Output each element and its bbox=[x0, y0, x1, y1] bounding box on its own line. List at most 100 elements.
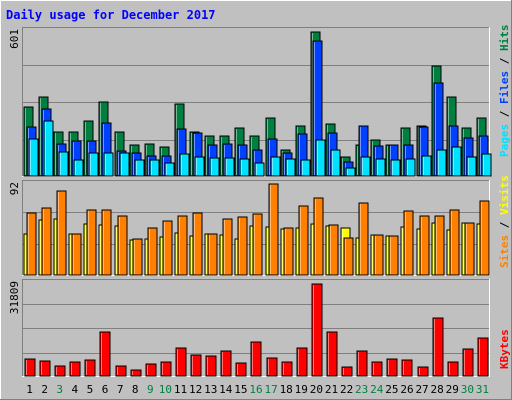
x-tick-label: 19 bbox=[295, 383, 308, 396]
x-tick-label: 2 bbox=[41, 383, 48, 396]
pages-bar bbox=[224, 157, 235, 177]
pages-bar bbox=[103, 152, 114, 177]
pages-bar bbox=[164, 162, 175, 177]
pages-bar bbox=[194, 156, 205, 177]
pages-bar bbox=[239, 158, 250, 177]
x-tick-label: 21 bbox=[325, 383, 338, 396]
pages-bar bbox=[481, 153, 492, 177]
sites-bar bbox=[177, 215, 188, 276]
sites-bar bbox=[373, 234, 384, 276]
kbytes-bar bbox=[432, 317, 444, 377]
legend-separator: / bbox=[498, 215, 511, 235]
x-tick-label: 18 bbox=[280, 383, 293, 396]
x-tick-label: 12 bbox=[189, 383, 202, 396]
pages-bar bbox=[466, 156, 477, 177]
sites-bar bbox=[343, 237, 354, 276]
kbytes-bar bbox=[130, 369, 142, 377]
sites-bar bbox=[192, 212, 203, 276]
sites-bar bbox=[56, 190, 67, 276]
x-tick-label: 5 bbox=[87, 383, 94, 396]
pages-bar bbox=[436, 149, 447, 177]
x-tick-label: 29 bbox=[446, 383, 459, 396]
kbytes-bar bbox=[54, 365, 66, 377]
x-tick-label: 15 bbox=[234, 383, 247, 396]
kbytes-bar bbox=[99, 331, 111, 377]
x-tick-label: 31 bbox=[476, 383, 489, 396]
kbytes-bar bbox=[266, 357, 278, 377]
sites-bar bbox=[101, 209, 112, 276]
sites-bar bbox=[268, 183, 279, 276]
x-tick-label: 10 bbox=[159, 383, 172, 396]
kbytes-bar bbox=[401, 359, 413, 377]
legend-kbytes: KBytes bbox=[498, 329, 511, 369]
pages-bar bbox=[254, 162, 265, 177]
kbytes-bar bbox=[220, 350, 232, 377]
pages-bar bbox=[330, 149, 341, 177]
legend-visits-sites: Sites / Visits bbox=[498, 175, 511, 268]
sites-bar bbox=[403, 210, 414, 276]
pages-bar bbox=[375, 158, 386, 177]
pages-bar bbox=[73, 159, 84, 177]
legend-separator: / bbox=[498, 51, 511, 71]
sites-bar bbox=[117, 215, 128, 276]
x-tick-label: 3 bbox=[56, 383, 63, 396]
sites-bar bbox=[237, 216, 248, 276]
pages-bar bbox=[345, 167, 356, 177]
kbytes-bar bbox=[477, 337, 489, 377]
x-tick-label: 24 bbox=[370, 383, 384, 396]
pages-bar bbox=[119, 152, 130, 177]
kbytes-bar bbox=[447, 361, 459, 377]
kbytes-bar bbox=[145, 363, 157, 377]
sites-bar bbox=[358, 202, 369, 276]
sites-bar bbox=[434, 215, 445, 276]
legend-hits-files-pages: Pages / Files / Hits bbox=[498, 25, 511, 158]
sites-bar bbox=[479, 200, 490, 276]
pages-bar bbox=[28, 138, 39, 177]
sites-bar bbox=[298, 205, 309, 276]
x-tick-label: 28 bbox=[431, 383, 444, 396]
x-tick-label: 14 bbox=[219, 383, 233, 396]
pages-bar bbox=[390, 159, 401, 177]
pages-bar bbox=[270, 156, 281, 177]
kbytes-bar bbox=[69, 361, 81, 377]
pages-bar bbox=[285, 158, 296, 177]
kbytes-bar bbox=[296, 347, 308, 377]
legend-pages: Pages bbox=[498, 124, 511, 157]
sites-bar bbox=[26, 212, 37, 276]
sites-bar bbox=[162, 220, 173, 276]
kbytes-bar bbox=[235, 362, 247, 377]
kbytes-bar bbox=[190, 354, 202, 377]
sites-bar bbox=[464, 222, 475, 276]
hits-max-label: 601 bbox=[8, 29, 21, 49]
kbytes-bar bbox=[371, 361, 383, 377]
pages-bar bbox=[43, 120, 54, 177]
x-tick-label: 9 bbox=[147, 383, 154, 396]
legend-hits: Hits bbox=[498, 25, 511, 52]
legend-visits: Visits bbox=[498, 175, 511, 215]
pages-bar bbox=[300, 159, 311, 177]
kbytes-bar bbox=[39, 360, 51, 377]
kbytes-bar bbox=[205, 355, 217, 377]
sites-bar bbox=[132, 238, 143, 276]
x-tick-label: 11 bbox=[174, 383, 187, 396]
pages-bar bbox=[451, 146, 462, 177]
sites-bar bbox=[449, 209, 460, 276]
sites-bar bbox=[419, 215, 430, 276]
kbytes-bar bbox=[115, 365, 127, 377]
sites-bar bbox=[252, 213, 263, 276]
kbytes-bar bbox=[462, 348, 474, 377]
kbytes-bar bbox=[24, 358, 36, 377]
legend-kbytes: KBytes bbox=[498, 329, 511, 369]
x-tick-label: 26 bbox=[400, 383, 413, 396]
pages-bar bbox=[360, 156, 371, 177]
x-tick-label: 8 bbox=[132, 383, 139, 396]
x-tick-label: 1 bbox=[26, 383, 33, 396]
kbytes-bar bbox=[341, 366, 353, 377]
x-tick-label: 20 bbox=[310, 383, 323, 396]
sites-bar bbox=[86, 209, 97, 276]
sites-bar bbox=[71, 233, 82, 276]
x-tick-label: 23 bbox=[355, 383, 368, 396]
sites-bar bbox=[147, 227, 158, 276]
sites-bar bbox=[313, 197, 324, 276]
